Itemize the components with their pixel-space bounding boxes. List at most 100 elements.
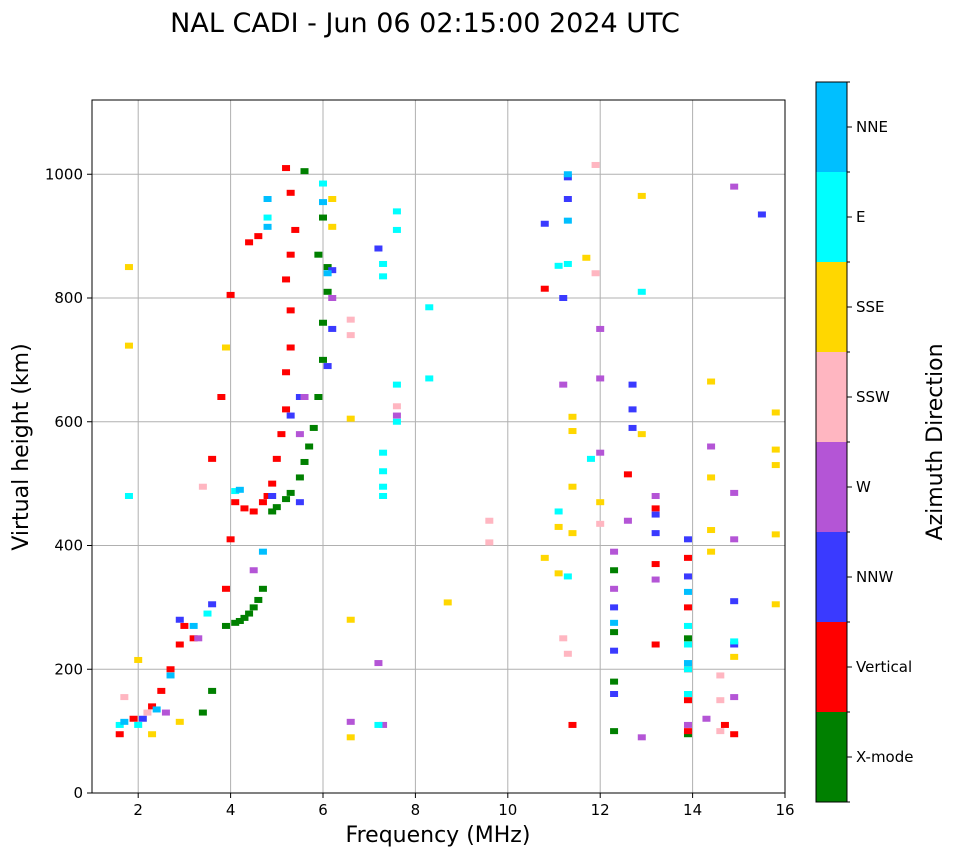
data-point-nnw bbox=[295, 499, 304, 506]
data-point-sse bbox=[554, 570, 563, 577]
data-point-w bbox=[596, 325, 605, 332]
data-point-x-mode bbox=[314, 394, 323, 400]
x-tick-label: 2 bbox=[133, 801, 143, 819]
data-point-vertical bbox=[221, 585, 230, 592]
data-point-nne bbox=[152, 706, 161, 713]
data-point-w bbox=[559, 381, 568, 388]
data-point-nnw bbox=[208, 601, 217, 608]
colorbar-segment bbox=[816, 712, 847, 802]
data-point-w bbox=[637, 734, 646, 741]
data-point-nnw bbox=[628, 381, 637, 388]
data-point-vertical bbox=[282, 165, 291, 172]
data-point-ssw bbox=[392, 403, 401, 410]
data-point-e bbox=[683, 666, 692, 673]
data-point-nne bbox=[683, 660, 692, 667]
data-point-vertical bbox=[291, 226, 300, 233]
data-point-nnw bbox=[683, 573, 692, 580]
data-point-vertical bbox=[282, 406, 291, 413]
azimuth-colorbar: X-mode Vertical NNW W SSW SSE E NNE bbox=[816, 81, 913, 803]
y-tick-label: 400 bbox=[54, 537, 83, 555]
data-point-sse bbox=[124, 264, 133, 271]
colorbar-label-ssw: SSW bbox=[856, 388, 890, 406]
data-point-e bbox=[586, 455, 595, 462]
colorbar-label: Azimuth Direction bbox=[923, 343, 948, 540]
data-point-vertical bbox=[540, 285, 549, 292]
data-point-nne bbox=[319, 199, 327, 206]
data-point-w bbox=[328, 295, 337, 301]
data-point-x-mode bbox=[683, 635, 692, 642]
data-point-nnw bbox=[730, 641, 739, 648]
colorbar-segment bbox=[816, 172, 847, 262]
data-point-x-mode bbox=[309, 424, 318, 431]
data-point-sse bbox=[596, 499, 605, 506]
data-point-nne bbox=[563, 171, 572, 178]
data-point-sse bbox=[582, 254, 591, 261]
data-point-sse bbox=[554, 523, 563, 530]
data-point-w bbox=[707, 443, 716, 450]
y-axis-label: Virtual height (km) bbox=[9, 343, 34, 550]
data-point-nnw bbox=[610, 604, 619, 611]
data-point-w bbox=[730, 489, 739, 496]
data-point-sse bbox=[328, 223, 337, 230]
data-point-nne bbox=[263, 223, 272, 230]
data-point-x-mode bbox=[295, 474, 304, 481]
data-point-sse bbox=[730, 653, 739, 660]
colorbar-segment bbox=[816, 82, 847, 172]
data-point-ssw bbox=[346, 332, 355, 339]
data-point-e bbox=[392, 208, 401, 215]
data-point-sse bbox=[707, 474, 716, 481]
data-point-sse bbox=[707, 548, 716, 555]
data-point-nnw bbox=[295, 394, 304, 400]
data-point-x-mode bbox=[319, 214, 327, 221]
y-ticks: 0 200 400 600 800 1000 bbox=[45, 165, 92, 802]
data-point-vertical bbox=[683, 604, 692, 611]
data-point-ssw bbox=[485, 539, 494, 546]
data-point-sse bbox=[346, 415, 355, 422]
data-point-w bbox=[374, 660, 383, 667]
x-tick-label: 16 bbox=[775, 801, 794, 819]
colorbar-label-vertical: Vertical bbox=[856, 658, 912, 676]
data-point-sse bbox=[707, 527, 716, 534]
data-point-w bbox=[596, 375, 605, 382]
data-point-x-mode bbox=[282, 496, 291, 503]
data-point-vertical bbox=[115, 731, 124, 738]
data-point-vertical bbox=[268, 480, 277, 487]
data-point-x-mode bbox=[249, 604, 258, 611]
colorbar-label-sse: SSE bbox=[856, 298, 885, 316]
data-point-nne bbox=[258, 548, 267, 555]
data-point-e bbox=[563, 573, 572, 580]
data-point-x-mode bbox=[235, 617, 244, 624]
data-point-sse bbox=[540, 554, 549, 561]
data-point-vertical bbox=[277, 431, 286, 438]
data-point-vertical bbox=[282, 276, 291, 283]
data-point-nnw bbox=[563, 196, 572, 202]
data-point-sse bbox=[568, 530, 577, 537]
data-point-nnw bbox=[651, 530, 660, 537]
data-point-ssw bbox=[559, 635, 568, 642]
data-point-w bbox=[295, 431, 304, 438]
colorbar-segment bbox=[816, 442, 847, 532]
data-point-e bbox=[683, 641, 692, 648]
data-point-nne bbox=[189, 622, 198, 629]
data-point-nnw bbox=[286, 412, 295, 419]
data-point-vertical bbox=[245, 239, 254, 246]
y-tick-label: 800 bbox=[54, 289, 83, 307]
data-point-e bbox=[379, 260, 388, 267]
data-point-sse bbox=[771, 409, 780, 416]
y-tick-label: 200 bbox=[54, 660, 83, 678]
data-point-e bbox=[231, 488, 240, 495]
data-point-e bbox=[392, 418, 401, 425]
data-point-e bbox=[379, 449, 388, 456]
data-point-e bbox=[554, 508, 563, 515]
x-ticks: 2 4 6 8 10 12 14 16 bbox=[133, 793, 795, 819]
colorbar-label-x-mode: X-mode bbox=[856, 748, 913, 766]
data-point-w bbox=[194, 635, 203, 642]
data-point-vertical bbox=[180, 622, 189, 629]
data-point-e bbox=[683, 691, 692, 697]
data-point-vertical bbox=[231, 499, 240, 506]
data-point-nne bbox=[610, 619, 619, 626]
data-point-vertical bbox=[129, 715, 138, 722]
data-point-nnw bbox=[563, 174, 572, 181]
data-point-x-mode bbox=[323, 264, 332, 271]
